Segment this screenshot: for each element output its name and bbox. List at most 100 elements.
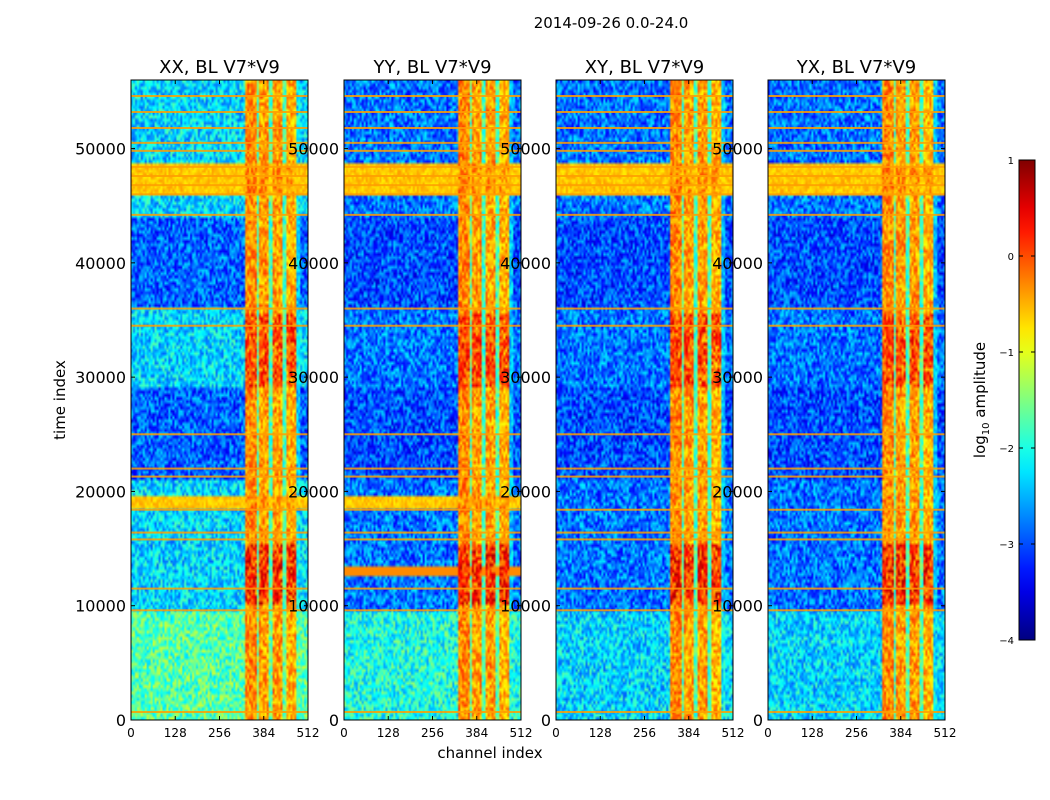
rfi-time-line bbox=[768, 307, 945, 310]
rfi-time-line bbox=[344, 711, 521, 713]
rfi-time-line bbox=[344, 95, 521, 97]
y-tick-label: 20000 bbox=[75, 482, 126, 501]
rfi-time-line bbox=[556, 324, 733, 327]
rfi-time-line bbox=[556, 141, 733, 144]
y-tick-label: 30000 bbox=[288, 368, 339, 387]
rfi-time-line bbox=[768, 141, 945, 144]
y-tick-label: 50000 bbox=[288, 140, 339, 159]
rfi-time-line bbox=[344, 213, 521, 216]
y-tick-label: 0 bbox=[541, 711, 551, 730]
x-tick-label: 0 bbox=[552, 726, 560, 740]
x-tick-label: 384 bbox=[465, 726, 488, 740]
rfi-time-line bbox=[344, 193, 521, 196]
rfi-time-line bbox=[131, 433, 308, 436]
x-tick-label: 0 bbox=[764, 726, 772, 740]
rfi-time-line bbox=[131, 184, 308, 187]
colorbar-tick-label: −2 bbox=[999, 444, 1014, 455]
rfi-time-line bbox=[344, 508, 521, 511]
rfi-time-line bbox=[768, 467, 945, 470]
x-tick-label: 128 bbox=[589, 726, 612, 740]
rfi-time-line bbox=[344, 433, 521, 436]
y-tick-label: 40000 bbox=[712, 254, 763, 273]
heatmap-image bbox=[768, 80, 945, 720]
panel-title: YY, BL V7*V9 bbox=[372, 57, 491, 78]
x-tick-label: 384 bbox=[677, 726, 700, 740]
y-tick-label: 20000 bbox=[712, 482, 763, 501]
x-axis-label: channel index bbox=[437, 744, 542, 762]
rfi-time-line bbox=[131, 475, 308, 478]
rfi-time-line bbox=[556, 193, 733, 196]
colorbar-label: log10 amplitude bbox=[971, 342, 992, 458]
rfi-time-line bbox=[131, 127, 308, 129]
y-tick-label: 10000 bbox=[712, 597, 763, 616]
rfi-time-line bbox=[131, 609, 308, 612]
rfi-time-line bbox=[768, 193, 945, 196]
rfi-time-line bbox=[556, 175, 733, 177]
rfi-time-line bbox=[344, 165, 521, 168]
y-tick-label: 0 bbox=[116, 711, 126, 730]
rfi-time-line bbox=[556, 165, 733, 168]
rfi-time-line bbox=[768, 475, 945, 478]
rfi-time-line bbox=[344, 141, 521, 144]
rfi-time-line bbox=[768, 127, 945, 129]
rfi-time-line bbox=[131, 165, 308, 168]
rfi-time-line bbox=[768, 165, 945, 168]
x-tick-label: 256 bbox=[208, 726, 231, 740]
rfi-time-line bbox=[344, 587, 521, 590]
rfi-time-line bbox=[768, 711, 945, 713]
x-tick-label: 128 bbox=[377, 726, 400, 740]
y-tick-label: 50000 bbox=[712, 140, 763, 159]
rfi-time-line bbox=[344, 127, 521, 129]
rfi-time-line bbox=[768, 508, 945, 511]
y-tick-label: 40000 bbox=[500, 254, 551, 273]
rfi-time-line bbox=[131, 508, 308, 511]
rfi-time-line bbox=[131, 193, 308, 196]
y-tick-label: 30000 bbox=[75, 368, 126, 387]
rfi-time-line bbox=[768, 433, 945, 436]
rfi-time-line bbox=[131, 538, 308, 541]
x-tick-label: 0 bbox=[127, 726, 135, 740]
rfi-time-line bbox=[344, 475, 521, 478]
rfi-time-line bbox=[768, 175, 945, 177]
rfi-time-line bbox=[131, 175, 308, 177]
panel-2: XY, BL V7*V9 0 128 256 384 512 0 10000 20000 3000… bbox=[500, 57, 744, 740]
y-tick-label: 30000 bbox=[712, 368, 763, 387]
rfi-time-line bbox=[556, 127, 733, 129]
x-tick-label: 128 bbox=[801, 726, 824, 740]
rfi-time-line bbox=[768, 531, 945, 534]
rfi-time-line bbox=[556, 531, 733, 534]
rfi-time-line bbox=[344, 175, 521, 177]
rfi-time-line bbox=[556, 307, 733, 310]
rfi-time-line bbox=[344, 531, 521, 534]
rfi-time-line bbox=[556, 95, 733, 97]
colorbar-tick-label: 0 bbox=[1008, 252, 1014, 263]
x-tick-label: 512 bbox=[510, 726, 533, 740]
panel-0: XX, BL V7*V9 0 128 256 384 512 0 10000 20000 3000… bbox=[75, 57, 319, 740]
rfi-time-line bbox=[556, 213, 733, 216]
rfi-time-line bbox=[768, 111, 945, 113]
rfi-time-line bbox=[768, 184, 945, 187]
rfi-time-line bbox=[344, 149, 521, 152]
y-tick-label: 20000 bbox=[288, 482, 339, 501]
rfi-time-line bbox=[344, 184, 521, 187]
heatmap-image bbox=[556, 80, 733, 720]
colorbar-gradient bbox=[1018, 159, 1036, 641]
y-tick-label: 20000 bbox=[500, 482, 551, 501]
x-tick-label: 128 bbox=[164, 726, 187, 740]
rfi-time-line bbox=[556, 111, 733, 113]
x-tick-label: 0 bbox=[340, 726, 348, 740]
x-tick-label: 384 bbox=[889, 726, 912, 740]
rfi-time-line bbox=[131, 213, 308, 216]
y-tick-label: 50000 bbox=[500, 140, 551, 159]
panel-title: YX, BL V7*V9 bbox=[796, 57, 916, 78]
y-tick-label: 10000 bbox=[288, 597, 339, 616]
y-tick-label: 30000 bbox=[500, 368, 551, 387]
heatmap-image bbox=[131, 80, 308, 720]
rfi-time-line bbox=[768, 538, 945, 541]
rfi-time-line bbox=[344, 467, 521, 470]
heatmap-image bbox=[344, 80, 521, 720]
colorbar: log10 amplitude 1 0 −1 −2 −3 −4 bbox=[971, 156, 1036, 647]
rfi-time-line bbox=[131, 587, 308, 590]
rfi-time-line bbox=[768, 609, 945, 612]
